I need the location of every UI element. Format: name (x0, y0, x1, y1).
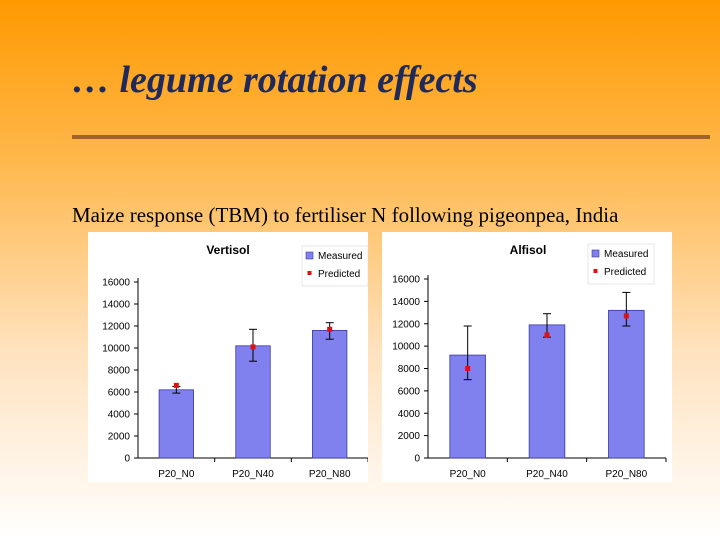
chart-title: Vertisol (206, 243, 249, 257)
chart-vertisol-svg: Vertisol 0 2000 4000 6000 8000 10000 12000 14000… (102, 243, 368, 480)
title-divider (72, 135, 710, 139)
bar-measured (235, 345, 271, 459)
slide-subtitle: Maize response (TBM) to fertiliser N fol… (72, 203, 619, 227)
legend-label-measured: Measured (604, 249, 648, 260)
y-tick-label: 4000 (108, 410, 131, 421)
marker-predicted (250, 344, 256, 350)
marker-predicted (465, 366, 471, 371)
y-tick-label: 14000 (392, 297, 420, 308)
x-tick-label: P20_N0 (158, 469, 195, 480)
x-tick-label: P20_N40 (232, 469, 274, 480)
y-tick-label: 2000 (108, 432, 131, 443)
slide-title: … legume rotation effects (72, 59, 478, 101)
legend-label-predicted: Predicted (604, 267, 646, 278)
y-tick-label: 10000 (102, 344, 130, 355)
y-tick-label: 12000 (392, 319, 420, 330)
y-tick-label: 16000 (102, 278, 130, 289)
y-tick-label: 10000 (392, 342, 420, 353)
y-tick-label: 14000 (102, 300, 130, 311)
marker-predicted (544, 332, 550, 338)
chart-vertisol: Vertisol 0 2000 4000 6000 8000 10000 12000 14000… (88, 232, 368, 482)
legend-swatch-predicted (307, 271, 312, 275)
y-tick-label: 16000 (392, 275, 420, 286)
y-tick-label: 12000 (102, 322, 130, 333)
y-tick-label: 6000 (398, 386, 421, 397)
y-tick-label: 8000 (108, 366, 131, 377)
x-tick-label: P20_N0 (450, 469, 487, 480)
chart-alfisol-svg: Alfisol 0 2000 4000 6000 8000 10000 12000 14000 1… (392, 243, 667, 480)
y-tick-label: 0 (124, 454, 130, 465)
legend-swatch-measured (305, 251, 314, 260)
bar-measured (528, 324, 566, 459)
y-tick-label: 0 (414, 454, 420, 465)
legend-label-predicted: Predicted (318, 269, 360, 280)
y-tick-label: 6000 (108, 388, 131, 399)
chart-alfisol: Alfisol 0 2000 4000 6000 8000 10000 12000 14000 1… (382, 232, 672, 482)
bar-measured (608, 309, 645, 459)
legend-swatch-measured (591, 249, 600, 258)
x-tick-label: P20_N80 (605, 469, 647, 480)
marker-predicted (173, 382, 179, 388)
legend-label-measured: Measured (318, 251, 362, 262)
x-tick-label: P20_N80 (309, 469, 351, 480)
marker-predicted (327, 326, 333, 332)
legend-swatch-predicted (593, 269, 598, 273)
chart-title: Alfisol (510, 243, 547, 257)
y-tick-label: 4000 (398, 409, 421, 420)
x-tick-label: P20_N40 (526, 469, 568, 480)
marker-predicted (623, 313, 629, 319)
bar-measured (158, 389, 194, 459)
y-tick-label: 8000 (398, 364, 421, 375)
y-tick-label: 2000 (398, 431, 421, 442)
bar-measured (312, 330, 348, 459)
